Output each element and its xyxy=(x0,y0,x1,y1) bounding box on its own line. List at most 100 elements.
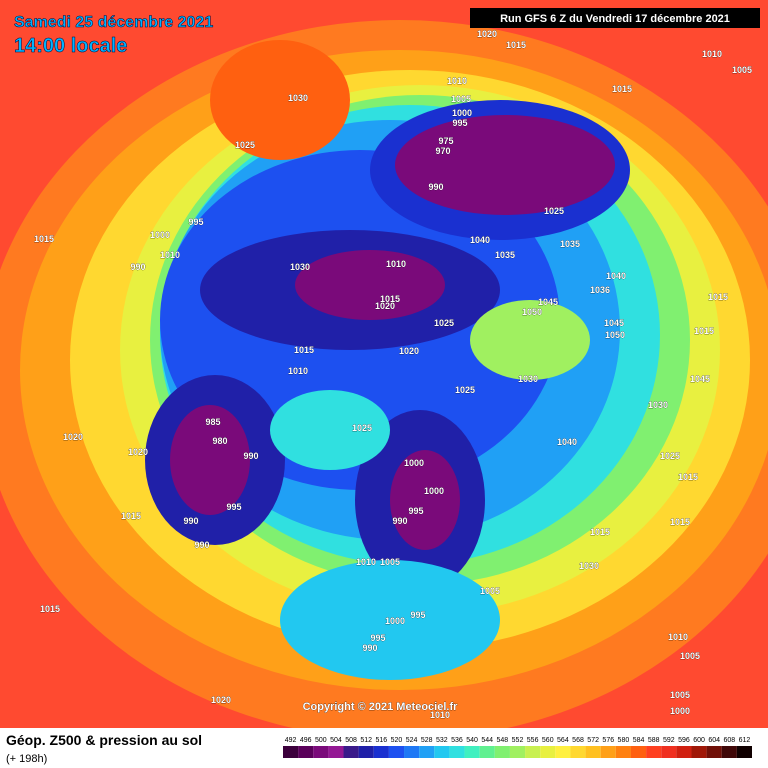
colorbar-swatch xyxy=(298,746,314,758)
isobar-label: 980 xyxy=(212,436,227,446)
colorbar-label: 548 xyxy=(497,737,509,744)
isobar-label: 1025 xyxy=(434,318,454,328)
isobar-label: 1005 xyxy=(680,651,700,661)
isobar-label: 1045 xyxy=(538,297,558,307)
colorbar-swatch xyxy=(691,746,707,758)
colorbar-label: 572 xyxy=(587,737,599,744)
colorbar-label: 536 xyxy=(451,737,463,744)
isobar-label: 995 xyxy=(410,610,425,620)
isobar-label: 995 xyxy=(226,502,241,512)
colorbar-label: 592 xyxy=(663,737,675,744)
isobar-label: 1035 xyxy=(560,239,580,249)
colorbar-swatch xyxy=(419,746,435,758)
colorbar-swatch xyxy=(525,746,541,758)
isobar-label: 1015 xyxy=(694,326,714,336)
time: 14:00 locale xyxy=(14,35,127,57)
isobar-label: 1010 xyxy=(386,259,406,269)
colorbar-label: 500 xyxy=(315,737,327,744)
isobar-label: 1020 xyxy=(63,432,83,442)
colorbar-swatch xyxy=(509,746,526,758)
colorbar-swatch xyxy=(373,746,389,758)
isobar-label: 990 xyxy=(243,451,258,461)
isobar-label: 1000 xyxy=(452,108,472,118)
isobar-label: 1010 xyxy=(702,49,722,59)
colorbar-label: 580 xyxy=(618,737,630,744)
isobar-label: 1040 xyxy=(606,271,626,281)
isobar-label: 1010 xyxy=(668,632,688,642)
isobar-label: 990 xyxy=(362,643,377,653)
colorbar-label: 544 xyxy=(481,737,493,744)
isobar-label: 1030 xyxy=(579,561,599,571)
isobar-label: 1015 xyxy=(380,294,400,304)
isobar-labels: 1020101510101005103010251010100510009959… xyxy=(34,29,752,720)
isobar-label: 1005 xyxy=(380,557,400,567)
isobar-label: 1030 xyxy=(290,262,310,272)
colorbar-label: 608 xyxy=(723,737,735,744)
colorbar-label: 528 xyxy=(421,737,433,744)
colorbar-label: 588 xyxy=(648,737,660,744)
isobar-label: 1000 xyxy=(670,706,690,716)
colorbar-label: 540 xyxy=(466,737,478,744)
isobar-label: 975 xyxy=(438,136,453,146)
isobar-label: 1015 xyxy=(34,234,54,244)
isobar-label: 1020 xyxy=(128,447,148,457)
colorbar-label: 552 xyxy=(512,737,524,744)
colorbar-label: 516 xyxy=(375,737,387,744)
colorbar-swatch xyxy=(630,746,647,758)
isobar-label: 1015 xyxy=(612,84,632,94)
colorbar-label: 564 xyxy=(557,737,569,744)
colorbar-label: 504 xyxy=(330,737,342,744)
isobar-label: 1000 xyxy=(424,486,444,496)
isobar-label: 1050 xyxy=(605,330,625,340)
colorbar-label: 568 xyxy=(572,737,584,744)
colorbar-swatch xyxy=(358,746,374,758)
isobar-label: 1015 xyxy=(590,527,610,537)
colorbar-label: 492 xyxy=(285,737,297,744)
colorbar-swatch xyxy=(388,746,405,758)
isobar-label: 1010 xyxy=(288,366,308,376)
colorbar-label: 612 xyxy=(739,737,751,744)
isobar-label: 1020 xyxy=(375,301,395,311)
isobar-label: 1045 xyxy=(604,318,624,328)
colorbar-swatch xyxy=(706,746,722,758)
isobar-label: 990 xyxy=(428,182,443,192)
colorbar: 492 496 500 504 508 512 516 520 524 528 532 536 540 5… xyxy=(283,737,752,758)
colorbar-swatch xyxy=(615,746,631,758)
isobar-label: 995 xyxy=(408,506,423,516)
colorbar-label: 496 xyxy=(300,737,312,744)
colorbar-swatch xyxy=(479,746,495,758)
height-field xyxy=(0,20,768,740)
isobar-label: 990 xyxy=(392,516,407,526)
isobar-label: 1005 xyxy=(732,65,752,75)
isobar-label: 1015 xyxy=(678,472,698,482)
isobar-label: 970 xyxy=(435,146,450,156)
isobar-label: 1010 xyxy=(430,710,450,720)
isobar-label: 1015 xyxy=(670,517,690,527)
isobar-label: 1020 xyxy=(399,346,419,356)
colorbar-swatch xyxy=(404,746,420,758)
isobar-label: 1035 xyxy=(495,250,515,260)
isobar-label: 1010 xyxy=(356,557,376,567)
isobar-label: 985 xyxy=(205,417,220,427)
isobar-label: 1025 xyxy=(544,206,564,216)
colorbar-label: 604 xyxy=(708,737,720,744)
colorbar-swatch xyxy=(600,746,616,758)
colorbar-swatch xyxy=(555,746,571,758)
isobar-label: 1010 xyxy=(160,250,180,260)
isobar-label: 1005 xyxy=(670,690,690,700)
isobar-label: 1015 xyxy=(708,292,728,302)
isobar-label: 1036 xyxy=(590,285,610,295)
isobar-label: 990 xyxy=(183,516,198,526)
isobar-label: 1050 xyxy=(522,307,542,317)
isobar-label: 995 xyxy=(452,118,467,128)
colorbar-swatch xyxy=(570,746,586,758)
colorbar-label: 512 xyxy=(360,737,372,744)
colorbar-label: 508 xyxy=(345,737,357,744)
date: Samedi 25 décembre 2021 xyxy=(14,14,213,31)
colorbar-label: 532 xyxy=(436,737,448,744)
isobar-label: 990 xyxy=(130,262,145,272)
isobar-label: 995 xyxy=(188,217,203,227)
colorbar-label: 596 xyxy=(678,737,690,744)
isobar-label: 1030 xyxy=(518,374,538,384)
